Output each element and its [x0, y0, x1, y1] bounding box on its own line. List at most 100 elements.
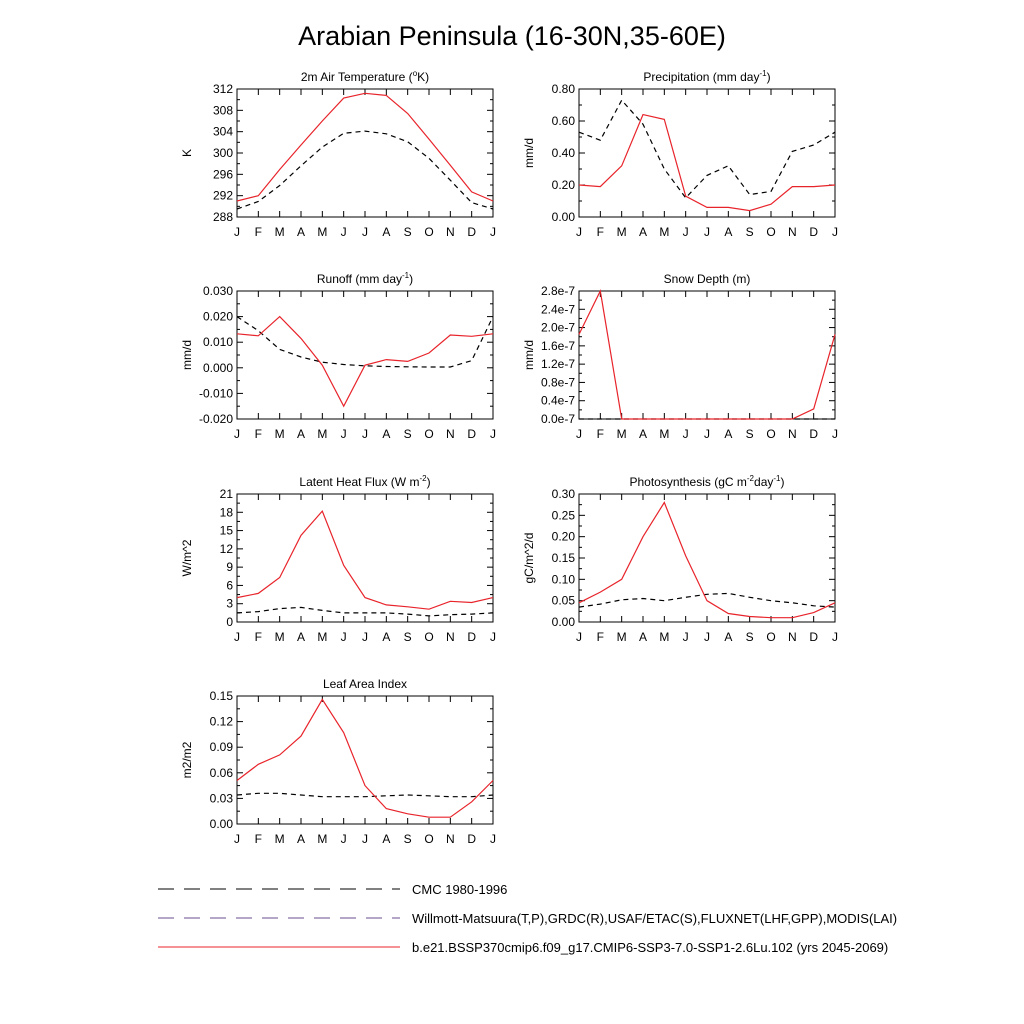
x-tick-label: N — [446, 427, 455, 441]
x-tick-label: F — [255, 630, 262, 644]
y-tick-label: 0.05 — [552, 594, 576, 608]
model-series-line — [236, 92, 494, 202]
chart-panel-6: Photosynthesis (gC m-2day-1) 0.00 0.05 0.10… — [522, 474, 838, 644]
y-tick-label: 18 — [220, 505, 234, 519]
panel-title: Latent Heat Flux (W m-2) — [299, 474, 430, 489]
x-tick-label: J — [362, 225, 368, 239]
obs-series-line — [236, 792, 494, 798]
x-tick-label: A — [382, 427, 390, 441]
y-tick-label: 288 — [213, 210, 233, 224]
y-tick-label: 0.00 — [552, 615, 576, 629]
x-tick-label: J — [341, 630, 347, 644]
y-tick-label: 9 — [226, 560, 233, 574]
x-tick-label: F — [597, 427, 604, 441]
x-tick-label: S — [404, 427, 412, 441]
obs-series-line — [236, 130, 494, 210]
y-tick-label: 0.20 — [552, 178, 576, 192]
panel-title: Precipitation (mm day-1) — [643, 69, 770, 84]
x-tick-label: A — [382, 225, 390, 239]
y-axis-label: K — [180, 149, 194, 157]
x-tick-label: A — [382, 832, 390, 846]
x-tick-label: F — [255, 832, 262, 846]
x-tick-label: O — [424, 630, 433, 644]
y-tick-label: 0.020 — [203, 310, 233, 324]
legend-label-2: Willmott-Matsuura(T,P),GRDC(R),USAF/ETAC… — [412, 911, 897, 926]
x-tick-label: J — [832, 630, 838, 644]
y-tick-label: 0.30 — [552, 487, 576, 501]
x-tick-label: M — [275, 225, 285, 239]
x-tick-label: S — [746, 427, 754, 441]
x-tick-label: J — [341, 427, 347, 441]
y-axis-label: mm/d — [522, 340, 536, 370]
x-tick-label: A — [297, 832, 305, 846]
x-tick-label: A — [382, 630, 390, 644]
legend-label-3: b.e21.BSSP370cmip6.f09_g17.CMIP6-SSP3-7.… — [412, 940, 888, 955]
y-tick-label: 292 — [213, 189, 233, 203]
panel-title: Photosynthesis (gC m-2day-1) — [630, 474, 785, 489]
obs-series-line — [578, 592, 836, 608]
y-tick-label: 0.4e-7 — [541, 394, 575, 408]
panels-group: 2m Air Temperature (oK)28829229630030430… — [180, 69, 838, 846]
x-tick-label: J — [832, 427, 838, 441]
y-tick-label: 2.8e-7 — [541, 284, 575, 298]
x-tick-label: D — [467, 832, 476, 846]
x-tick-label: J — [234, 630, 240, 644]
y-tick-label: 0.010 — [203, 335, 233, 349]
panel-title: 2m Air Temperature (oK) — [301, 69, 429, 84]
obs-series-line — [236, 606, 494, 617]
plot-frame — [578, 88, 836, 218]
x-tick-label: N — [788, 225, 797, 239]
x-tick-label: J — [490, 427, 496, 441]
x-tick-label: S — [404, 630, 412, 644]
panel-title: Leaf Area Index — [323, 677, 407, 691]
y-tick-label: 2.0e-7 — [541, 321, 575, 335]
y-tick-label: 0.15 — [210, 689, 234, 703]
plot-frame — [236, 695, 494, 825]
x-tick-label: N — [446, 630, 455, 644]
x-tick-label: J — [234, 832, 240, 846]
y-axis-label: mm/d — [180, 340, 194, 370]
legend: CMC 1980-1996 Willmott-Matsuura(T,P),GRDC… — [158, 882, 897, 955]
y-tick-label: -0.010 — [199, 386, 233, 400]
x-tick-label: N — [788, 427, 797, 441]
y-axis-label: mm/d — [522, 138, 536, 168]
y-tick-label: 0.8e-7 — [541, 375, 575, 389]
y-tick-label: 0.20 — [552, 530, 576, 544]
x-tick-label: D — [467, 225, 476, 239]
x-tick-label: A — [724, 225, 732, 239]
x-tick-label: J — [832, 225, 838, 239]
x-tick-label: S — [746, 225, 754, 239]
y-tick-label: 0 — [226, 615, 233, 629]
x-tick-label: M — [617, 630, 627, 644]
model-series-line — [578, 113, 836, 212]
x-tick-label: J — [490, 832, 496, 846]
y-tick-label: 12 — [220, 542, 234, 556]
x-tick-label: O — [766, 630, 775, 644]
x-tick-label: J — [704, 630, 710, 644]
x-tick-label: J — [576, 427, 582, 441]
plot-frame — [236, 493, 494, 623]
x-tick-label: J — [234, 225, 240, 239]
y-tick-label: 312 — [213, 82, 233, 96]
obs-series-line — [236, 316, 494, 368]
x-tick-label: A — [639, 630, 647, 644]
figure-title: Arabian Peninsula (16-30N,35-60E) — [298, 21, 726, 51]
x-tick-label: J — [490, 630, 496, 644]
y-axis-label: W/m^2 — [180, 539, 194, 576]
y-tick-label: 304 — [213, 125, 233, 139]
x-tick-label: A — [297, 427, 305, 441]
y-axis-label: m2/m2 — [180, 741, 194, 778]
x-tick-label: D — [467, 427, 476, 441]
x-tick-label: A — [639, 225, 647, 239]
x-tick-label: J — [341, 225, 347, 239]
x-tick-label: A — [297, 630, 305, 644]
x-tick-label: J — [362, 427, 368, 441]
y-tick-label: -0.020 — [199, 412, 233, 426]
x-tick-label: O — [766, 427, 775, 441]
y-tick-label: 15 — [220, 524, 234, 538]
y-tick-label: 0.030 — [203, 284, 233, 298]
x-tick-label: S — [404, 225, 412, 239]
y-tick-label: 0.15 — [552, 551, 576, 565]
y-tick-label: 0.09 — [210, 740, 234, 754]
x-tick-label: J — [341, 832, 347, 846]
